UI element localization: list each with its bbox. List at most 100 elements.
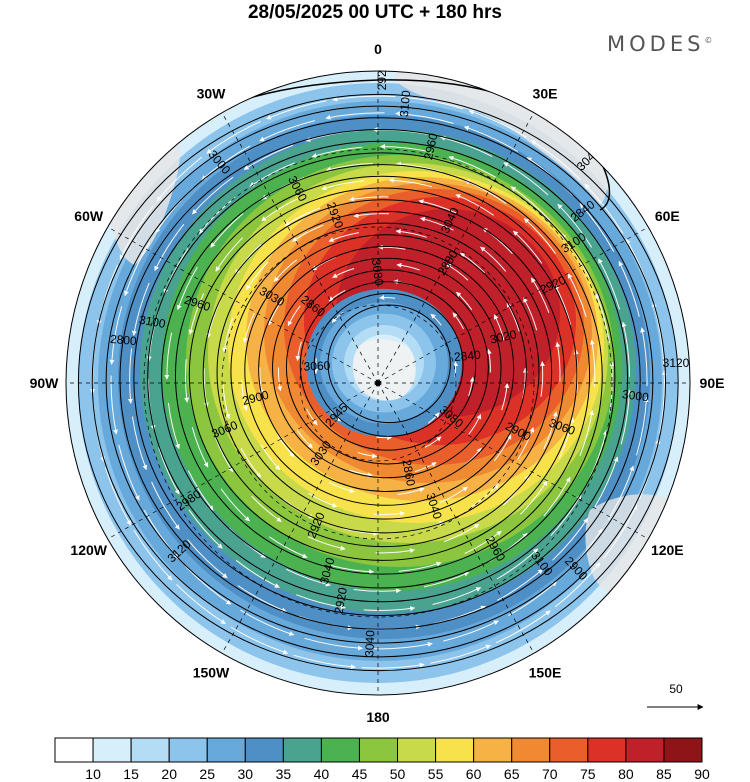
streamline-75 (530, 277, 550, 313)
streamline-56 (291, 224, 324, 242)
contour-label-32: 2860 (400, 458, 418, 487)
colorbar-swatch-10 (435, 737, 475, 763)
streamline-62 (517, 427, 535, 460)
streamline-208 (230, 626, 289, 655)
streamline-177 (607, 465, 635, 520)
streamline-189 (119, 205, 154, 260)
streamline-184 (185, 566, 232, 605)
land-antarctica-core (352, 339, 416, 401)
streamline-139 (151, 481, 180, 530)
contour-label-34: 2840 (453, 348, 481, 364)
streamline-50 (343, 528, 379, 536)
colorbar-swatch-9 (397, 737, 437, 763)
streamline-77 (543, 411, 558, 450)
streamline-103 (176, 266, 198, 311)
map-title: 28/05/2025 00 UTC + 180 hrs (247, 2, 503, 23)
streamline-90 (455, 194, 494, 216)
streamline-81 (269, 536, 308, 559)
streamline-154 (594, 456, 619, 508)
streamline-155 (552, 517, 589, 561)
streamline-150 (557, 203, 593, 248)
streamline-169 (325, 112, 385, 120)
streamline-65 (307, 536, 346, 551)
streamline-42 (273, 259, 298, 282)
contour-label-text: 3000 (621, 387, 650, 404)
colorbar-swatch-0 (54, 737, 94, 763)
longitude-labels: 0 30E 60E 90E 120E 150E 180 150W 120W 90W 60W 30W (30, 41, 725, 725)
streamline-45 (459, 252, 485, 274)
contour-13 (147, 152, 616, 603)
brand-logo: MODES© (607, 32, 712, 56)
streamline-100 (187, 470, 214, 511)
parallel-0 (299, 304, 457, 462)
contour-5 (258, 246, 515, 492)
streamline-23 (456, 291, 473, 311)
streamline-109 (523, 218, 556, 254)
streamline-43 (328, 232, 359, 242)
streamline-12 (328, 289, 346, 302)
streamline-207 (293, 654, 356, 670)
contour-label-text: 2860 (400, 458, 418, 487)
streamline-134 (496, 548, 539, 580)
wind-speed-field: 3120312031003100310031003040306030603060… (66, 71, 690, 695)
streamline-96 (464, 530, 502, 555)
contour-0 (327, 304, 451, 424)
colorbar-label-25: 25 (199, 766, 215, 782)
streamline-53 (222, 384, 231, 420)
colorbar-swatch-12 (511, 737, 551, 763)
streamline-142 (131, 282, 150, 336)
contour-label-text: 2800 (109, 332, 137, 348)
colorbar-swatch-11 (473, 737, 513, 763)
streamline-168 (259, 120, 316, 142)
streamline-125 (311, 146, 363, 158)
contour-14 (133, 140, 629, 617)
streamline-0 (427, 412, 440, 424)
streamline-5 (379, 295, 396, 301)
contour-label-text: 2960 (421, 132, 441, 161)
streamline-60 (523, 297, 538, 331)
streamline-38 (308, 492, 338, 508)
streamline-111 (589, 339, 596, 387)
contour-16 (105, 117, 654, 644)
contour-label-40: 2920 (332, 586, 350, 615)
colorbar-label-85: 85 (656, 766, 672, 782)
contour-label-text: 3040 (362, 630, 377, 658)
streamline-116 (353, 588, 402, 594)
colorbar-swatch-13 (549, 737, 589, 763)
contour-2 (299, 281, 477, 451)
streamline-106 (325, 162, 373, 172)
colorbar: 10 15 20 25 30 35 40 45 50 55 60 65 70 75 80 85 90 (54, 737, 710, 782)
streamline-126 (380, 143, 432, 153)
contour-12 (161, 164, 603, 589)
streamline-104 (210, 213, 244, 248)
streamline-63 (471, 483, 499, 508)
colorbar-label-40: 40 (314, 766, 330, 782)
streamline-55 (246, 261, 269, 291)
streamline-144 (192, 176, 234, 215)
streamline-128 (510, 186, 551, 221)
streamline-84 (184, 359, 190, 403)
lon-label-30w: 30W (197, 86, 227, 102)
contour-7 (230, 222, 540, 520)
streamline-191 (206, 120, 262, 154)
streamline-179 (508, 581, 557, 617)
streamline-113 (543, 476, 571, 517)
streamline-22 (396, 262, 420, 271)
contour-label-text: 2900 (241, 388, 271, 409)
streamline-140 (131, 416, 148, 471)
streamline-197 (584, 183, 624, 235)
streamline-15 (468, 376, 475, 397)
streamline-141 (127, 348, 133, 404)
colorbar-label-80: 80 (618, 766, 634, 782)
streamline-136 (363, 606, 416, 612)
streamline-10 (306, 408, 318, 426)
contour-label-2: 3100 (397, 89, 413, 117)
streamline-6 (430, 313, 442, 326)
streamline-37 (373, 511, 406, 517)
pole-marker (375, 380, 381, 386)
streamline-143 (154, 223, 185, 272)
streamline-76 (555, 341, 561, 382)
streamline-52 (240, 447, 262, 478)
streamline-164 (109, 306, 123, 365)
colorbar-label-30: 30 (238, 766, 254, 782)
